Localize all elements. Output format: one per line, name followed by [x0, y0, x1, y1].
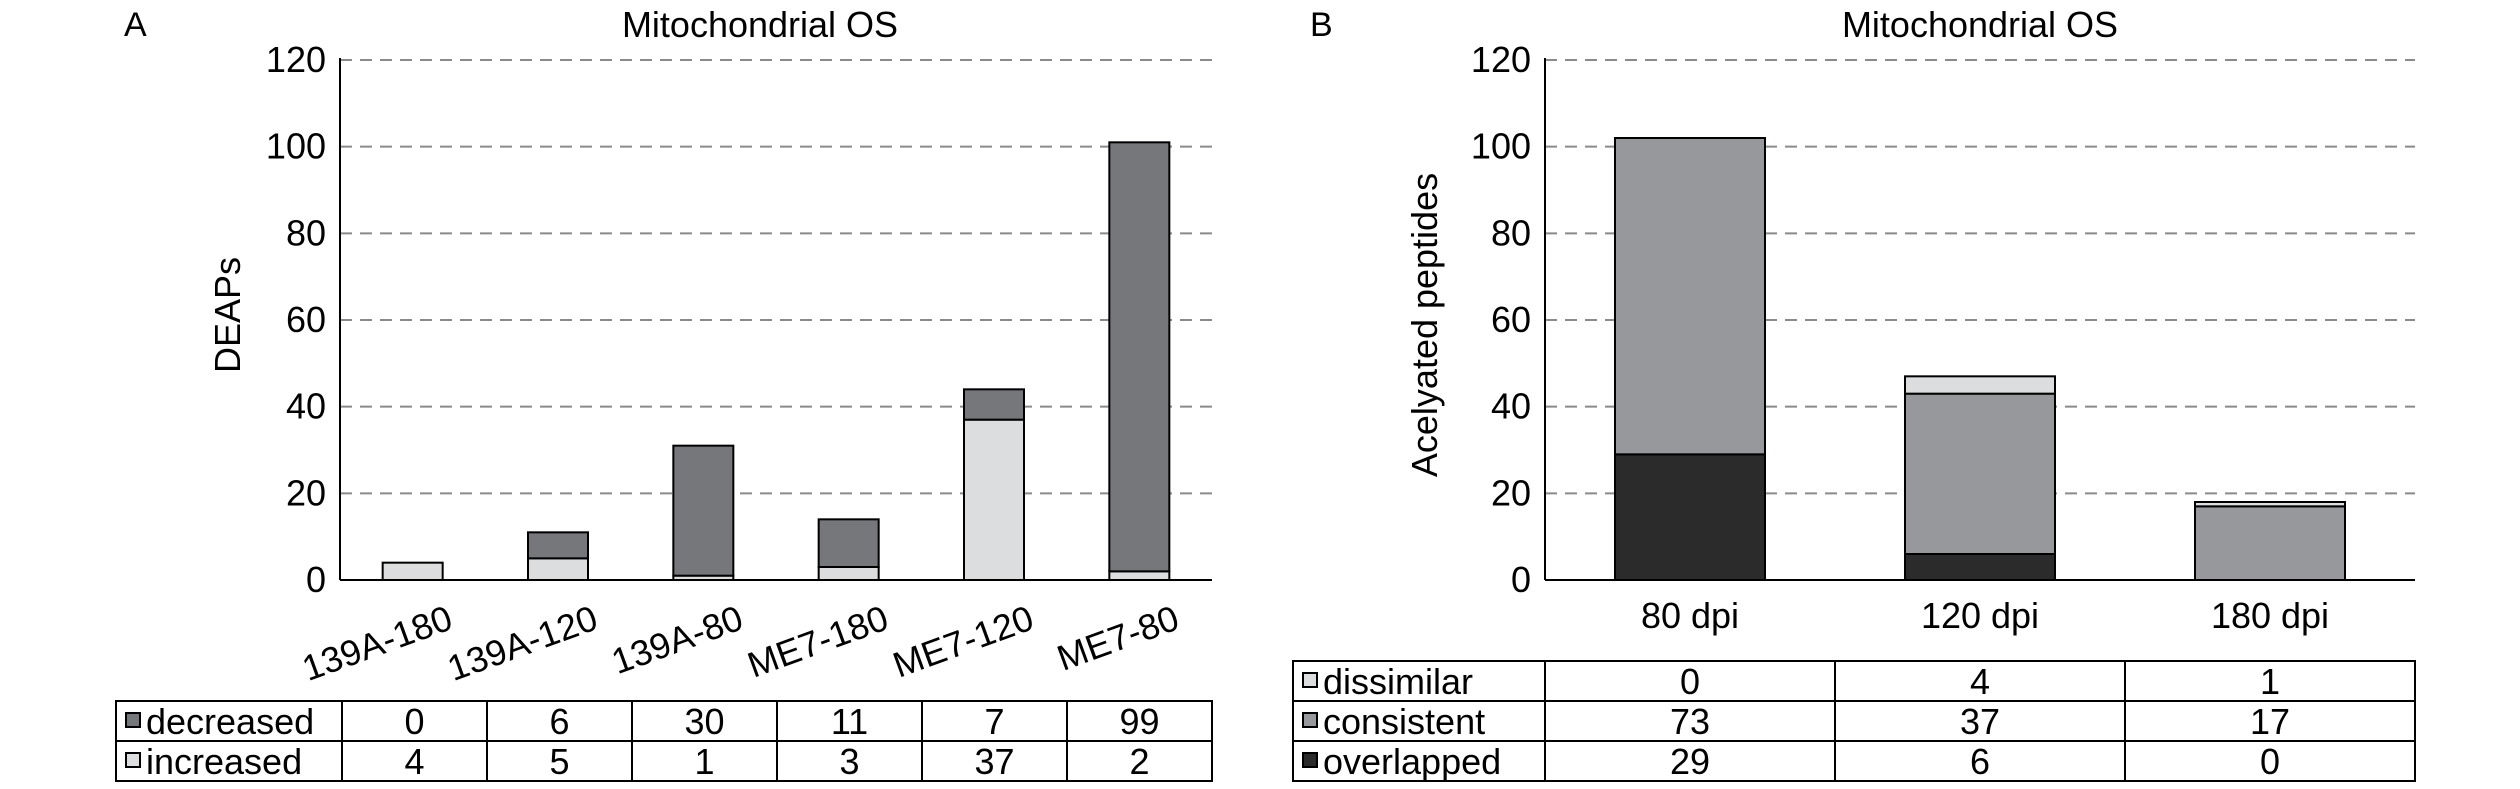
panel-a-bar-decreased	[672, 444, 735, 577]
panel-b-y-tick-label: 20	[1491, 472, 1531, 513]
panel-b-table-cell: 6	[1970, 741, 1990, 782]
panel-b-y-tick-label: 100	[1471, 126, 1531, 167]
panel-b-table-cell: 0	[1680, 661, 1700, 702]
panel-a-table-cell: 5	[549, 741, 569, 782]
panel-b-legend-swatch-dissimilar	[1302, 672, 1318, 688]
panel-b-table-cell: 37	[1960, 701, 2000, 742]
panel-a-label: A	[124, 6, 147, 44]
panel-b-bar-dissimilar	[2194, 501, 2346, 508]
panel-b-x-tick-label: 80 dpi	[1641, 595, 1739, 636]
panel-b-table-cell: 4	[1970, 661, 1990, 702]
panel-a-legend-label: decreased	[146, 701, 314, 742]
panel-b-y-tick-label: 40	[1491, 386, 1531, 427]
panel-a-y-tick-label: 60	[286, 299, 326, 340]
panel-b-table-cell: 73	[1670, 701, 1710, 742]
panel-b-bar-consistent	[1614, 137, 1766, 456]
panel-a-y-tick-label: 0	[306, 559, 326, 600]
panel-b-label: B	[1310, 6, 1333, 44]
panel-a-legend-swatch-decreased	[125, 712, 141, 728]
panel-b-x-tick-label: 180 dpi	[2211, 595, 2329, 636]
panel-b-x-tick-label: 120 dpi	[1921, 595, 2039, 636]
panel-a-y-tick-label: 20	[286, 472, 326, 513]
panel-b-legend-label: consistent	[1323, 701, 1485, 742]
panel-a-title: Mitochondrial OS	[622, 4, 898, 45]
panel-b-bar-consistent	[1904, 392, 2056, 555]
panel-b-table-cell: 29	[1670, 741, 1710, 782]
panel-b-y-tick-label: 120	[1471, 39, 1531, 80]
panel-a-bar-increased	[381, 561, 444, 582]
panel-a-x-tick-label: 139A-120	[442, 597, 603, 689]
panel-a-x-tick-label: ME7-80	[1052, 597, 1184, 679]
panel-b-table-cell: 17	[2250, 701, 2290, 742]
panel-a-x-tick-label: ME7-120	[887, 597, 1038, 685]
panel-a-y-axis-label: DEAPs	[207, 257, 248, 373]
panel-b-legend-swatch-overlapped	[1302, 752, 1318, 768]
panel-b-data-table	[1292, 660, 2416, 782]
panel-a-table-cell: 6	[549, 701, 569, 742]
panel-a-table-cell: 37	[974, 741, 1014, 782]
panel-a-bar-decreased	[1108, 141, 1171, 573]
panel-b-y-tick-label: 80	[1491, 212, 1531, 253]
panel-a-bar-increased	[527, 557, 589, 581]
panel-b-y-axis-label: Acelyated peptides	[1404, 173, 1445, 477]
panel-a-x-tick-label: ME7-180	[742, 597, 893, 685]
panel-a-table-cell: 2	[1129, 741, 1149, 782]
panel-b-bar-overlapped	[1904, 553, 2056, 581]
panel-a-table-cell: 4	[404, 741, 424, 782]
panel-b-bar-consistent	[2194, 505, 2346, 582]
panel-b-bar-overlapped	[1614, 453, 1766, 582]
panel-b-table-cell: 1	[2260, 661, 2280, 702]
panel-b-legend-swatch-consistent	[1302, 712, 1318, 728]
panel-a-y-tick-label: 120	[266, 39, 326, 80]
panel-a-legend-label: increased	[146, 741, 302, 782]
panel-a-bar-decreased	[527, 531, 589, 560]
panel-a-x-tick-label: 139A-180	[297, 597, 458, 689]
panel-b-title: Mitochondrial OS	[1842, 4, 2118, 45]
panel-a-x-tick-label: 139A-80	[606, 597, 748, 682]
panel-a-table-cell: 3	[839, 741, 859, 782]
panel-a-bar-increased	[963, 418, 1025, 581]
panel-a-table-cell: 30	[684, 701, 724, 742]
panel-a-bar-decreased	[817, 518, 880, 568]
panel-a-table-cell: 1	[694, 741, 714, 782]
panel-a-table-cell: 0	[404, 701, 424, 742]
panel-a-bar-increased	[1108, 570, 1171, 581]
panel-b-bar-dissimilar	[1904, 375, 2056, 395]
panel-b-legend-label: overlapped	[1323, 741, 1501, 782]
panel-b-y-tick-label: 0	[1511, 559, 1531, 600]
panel-a-bar-increased	[817, 566, 880, 581]
panel-a-table-cell: 99	[1119, 701, 1159, 742]
panel-a-bar-decreased	[963, 388, 1025, 421]
panel-a-y-tick-label: 80	[286, 212, 326, 253]
panel-b-table-cell: 0	[2260, 741, 2280, 782]
panel-a-y-tick-label: 40	[286, 386, 326, 427]
panel-a-y-tick-label: 100	[266, 126, 326, 167]
panel-a-table-cell: 11	[831, 701, 868, 742]
panel-b-y-tick-label: 60	[1491, 299, 1531, 340]
panel-a-legend-swatch-increased	[125, 752, 141, 768]
panel-a-table-cell: 7	[984, 701, 1004, 742]
panel-b-legend-label: dissimilar	[1323, 661, 1473, 702]
